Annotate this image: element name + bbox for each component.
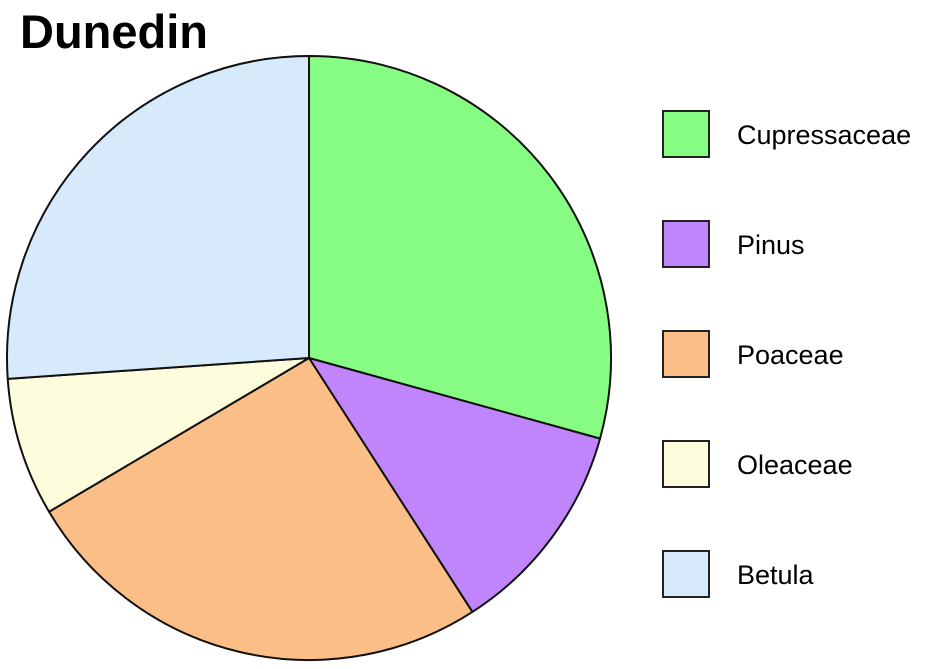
- legend-item-betula: Betula: [662, 550, 942, 600]
- legend-item-poaceae: Poaceae: [662, 330, 942, 380]
- pie-slice-cupressaceae: [308, 55, 612, 440]
- legend-label-oleaceae: Oleaceae: [737, 450, 853, 480]
- legend-label-betula: Betula: [737, 560, 814, 590]
- legend-swatch-oleaceae: [662, 440, 710, 488]
- chart-title: Dunedin: [20, 5, 208, 58]
- legend-item-pinus: Pinus: [662, 220, 942, 270]
- legend-label-poaceae: Poaceae: [737, 340, 844, 370]
- pie-slice-oleaceae: [6, 357, 310, 513]
- pie-slice-betula: [6, 55, 310, 380]
- pie-slice-pinus: [308, 357, 602, 613]
- legend-item-cupressaceae: Cupressaceae: [662, 110, 942, 160]
- legend-swatch-poaceae: [662, 330, 710, 378]
- legend-swatch-betula: [662, 550, 710, 598]
- legend-swatch-cupressaceae: [662, 110, 710, 158]
- pie-slice-poaceae: [48, 357, 474, 661]
- legend-label-cupressaceae: Cupressaceae: [737, 120, 912, 150]
- legend-swatch-pinus: [662, 220, 710, 268]
- pie-slices: [6, 55, 612, 661]
- legend-item-oleaceae: Oleaceae: [662, 440, 942, 490]
- legend-label-pinus: Pinus: [737, 230, 805, 260]
